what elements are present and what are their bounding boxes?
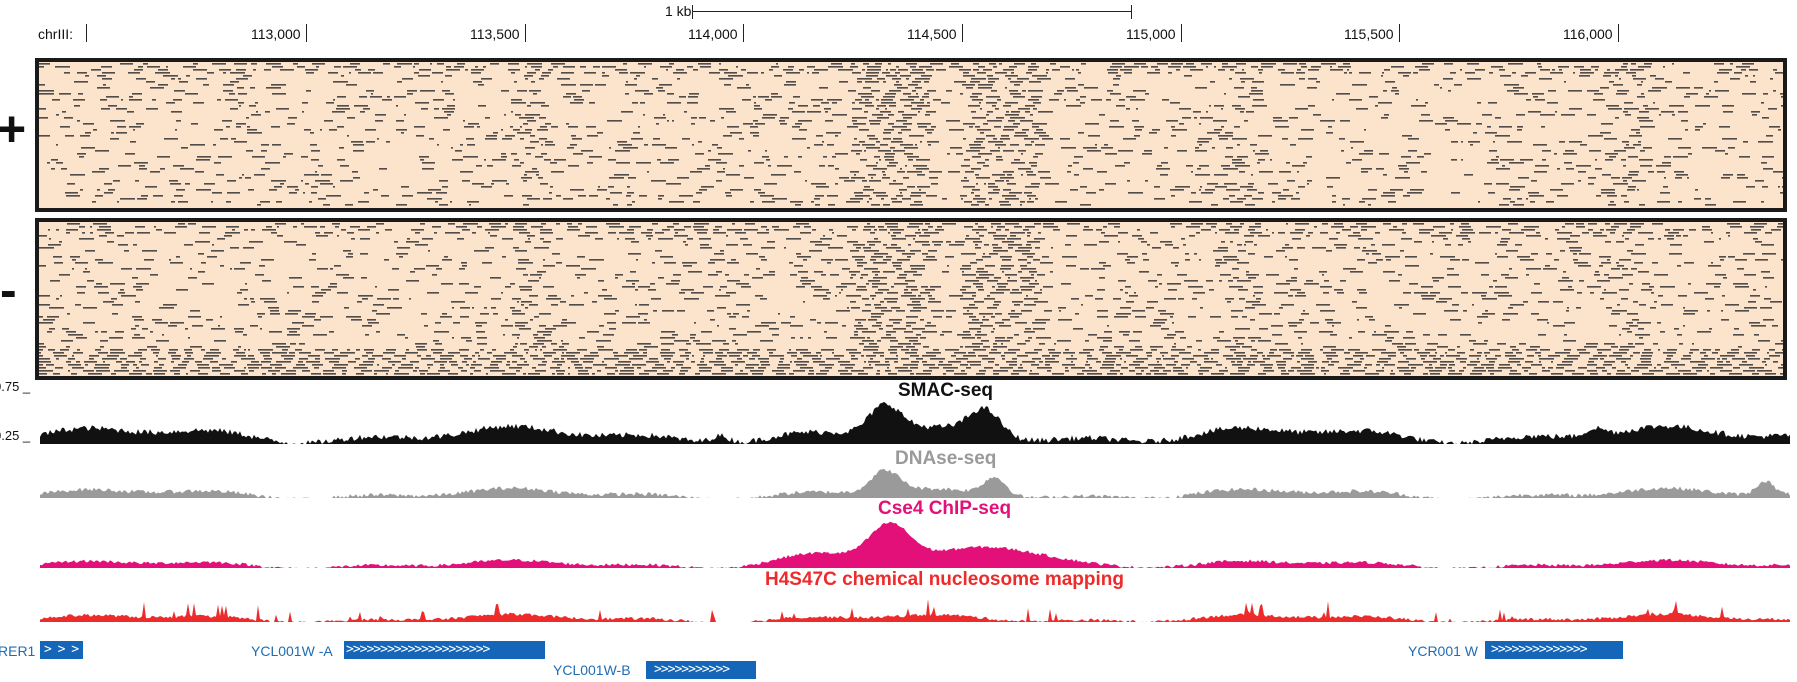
smac-seq-signal[interactable] (40, 398, 1790, 444)
minus-strand-reads (39, 222, 1783, 376)
plus-strand-reads-panel[interactable] (35, 58, 1787, 212)
gene-label-rer1[interactable]: RER1 (0, 643, 36, 659)
ruler-tick-label: 115,500 (1344, 26, 1394, 42)
plus-strand-label: + (0, 101, 27, 157)
minus-strand-label: - (0, 262, 17, 318)
minus-strand-reads-panel[interactable] (35, 218, 1787, 380)
gene-label-ycl001w-a[interactable]: YCL001W -A (251, 643, 333, 659)
gene-label-ycr001w[interactable]: YCR001 W (1408, 643, 1479, 659)
smac-scale-max: 0.75 _ (0, 379, 31, 394)
ruler-tick-label: 113,500 (470, 26, 520, 42)
cse4-chip-seq-title: Cse4 ChIP-seq (878, 498, 1012, 519)
smac-scale-min: 0.25 _ (0, 428, 31, 443)
gene-ycl001w-a[interactable]: >>>>>>>>>>>>>>>>>>>>> (344, 641, 545, 659)
chromosome-label: chrIII: (38, 26, 74, 42)
gene-ycr001w[interactable]: >>>>>>>>>>>>>> (1485, 641, 1623, 659)
dnase-seq-signal[interactable] (40, 454, 1790, 498)
cse4-chip-seq-signal[interactable] (40, 512, 1790, 568)
plus-strand-reads (39, 62, 1783, 208)
ruler-tick-label: 114,500 (907, 26, 957, 42)
ruler-tick-label: 115,000 (1126, 26, 1176, 42)
ruler-tick-label: 114,000 (688, 26, 738, 42)
gene-label-ycl001w-b[interactable]: YCL001W-B (553, 662, 631, 678)
h4s47c-signal[interactable] (40, 580, 1790, 622)
scale-bar-label: 1 kb (665, 3, 692, 19)
h4s47c-title: H4S47C chemical nucleosome mapping (765, 569, 1125, 590)
ruler-tick-label: 116,000 (1563, 26, 1613, 42)
gene-rer1[interactable]: > > > (40, 641, 83, 659)
smac-seq-title: SMAC-seq (898, 380, 994, 401)
dnase-seq-title: DNAse-seq (895, 448, 997, 469)
scale-bar (692, 11, 1132, 12)
ruler-tick-label: 113,000 (251, 26, 301, 42)
gene-ycl001w-b[interactable]: >>>>>>>>>>> (646, 661, 756, 679)
